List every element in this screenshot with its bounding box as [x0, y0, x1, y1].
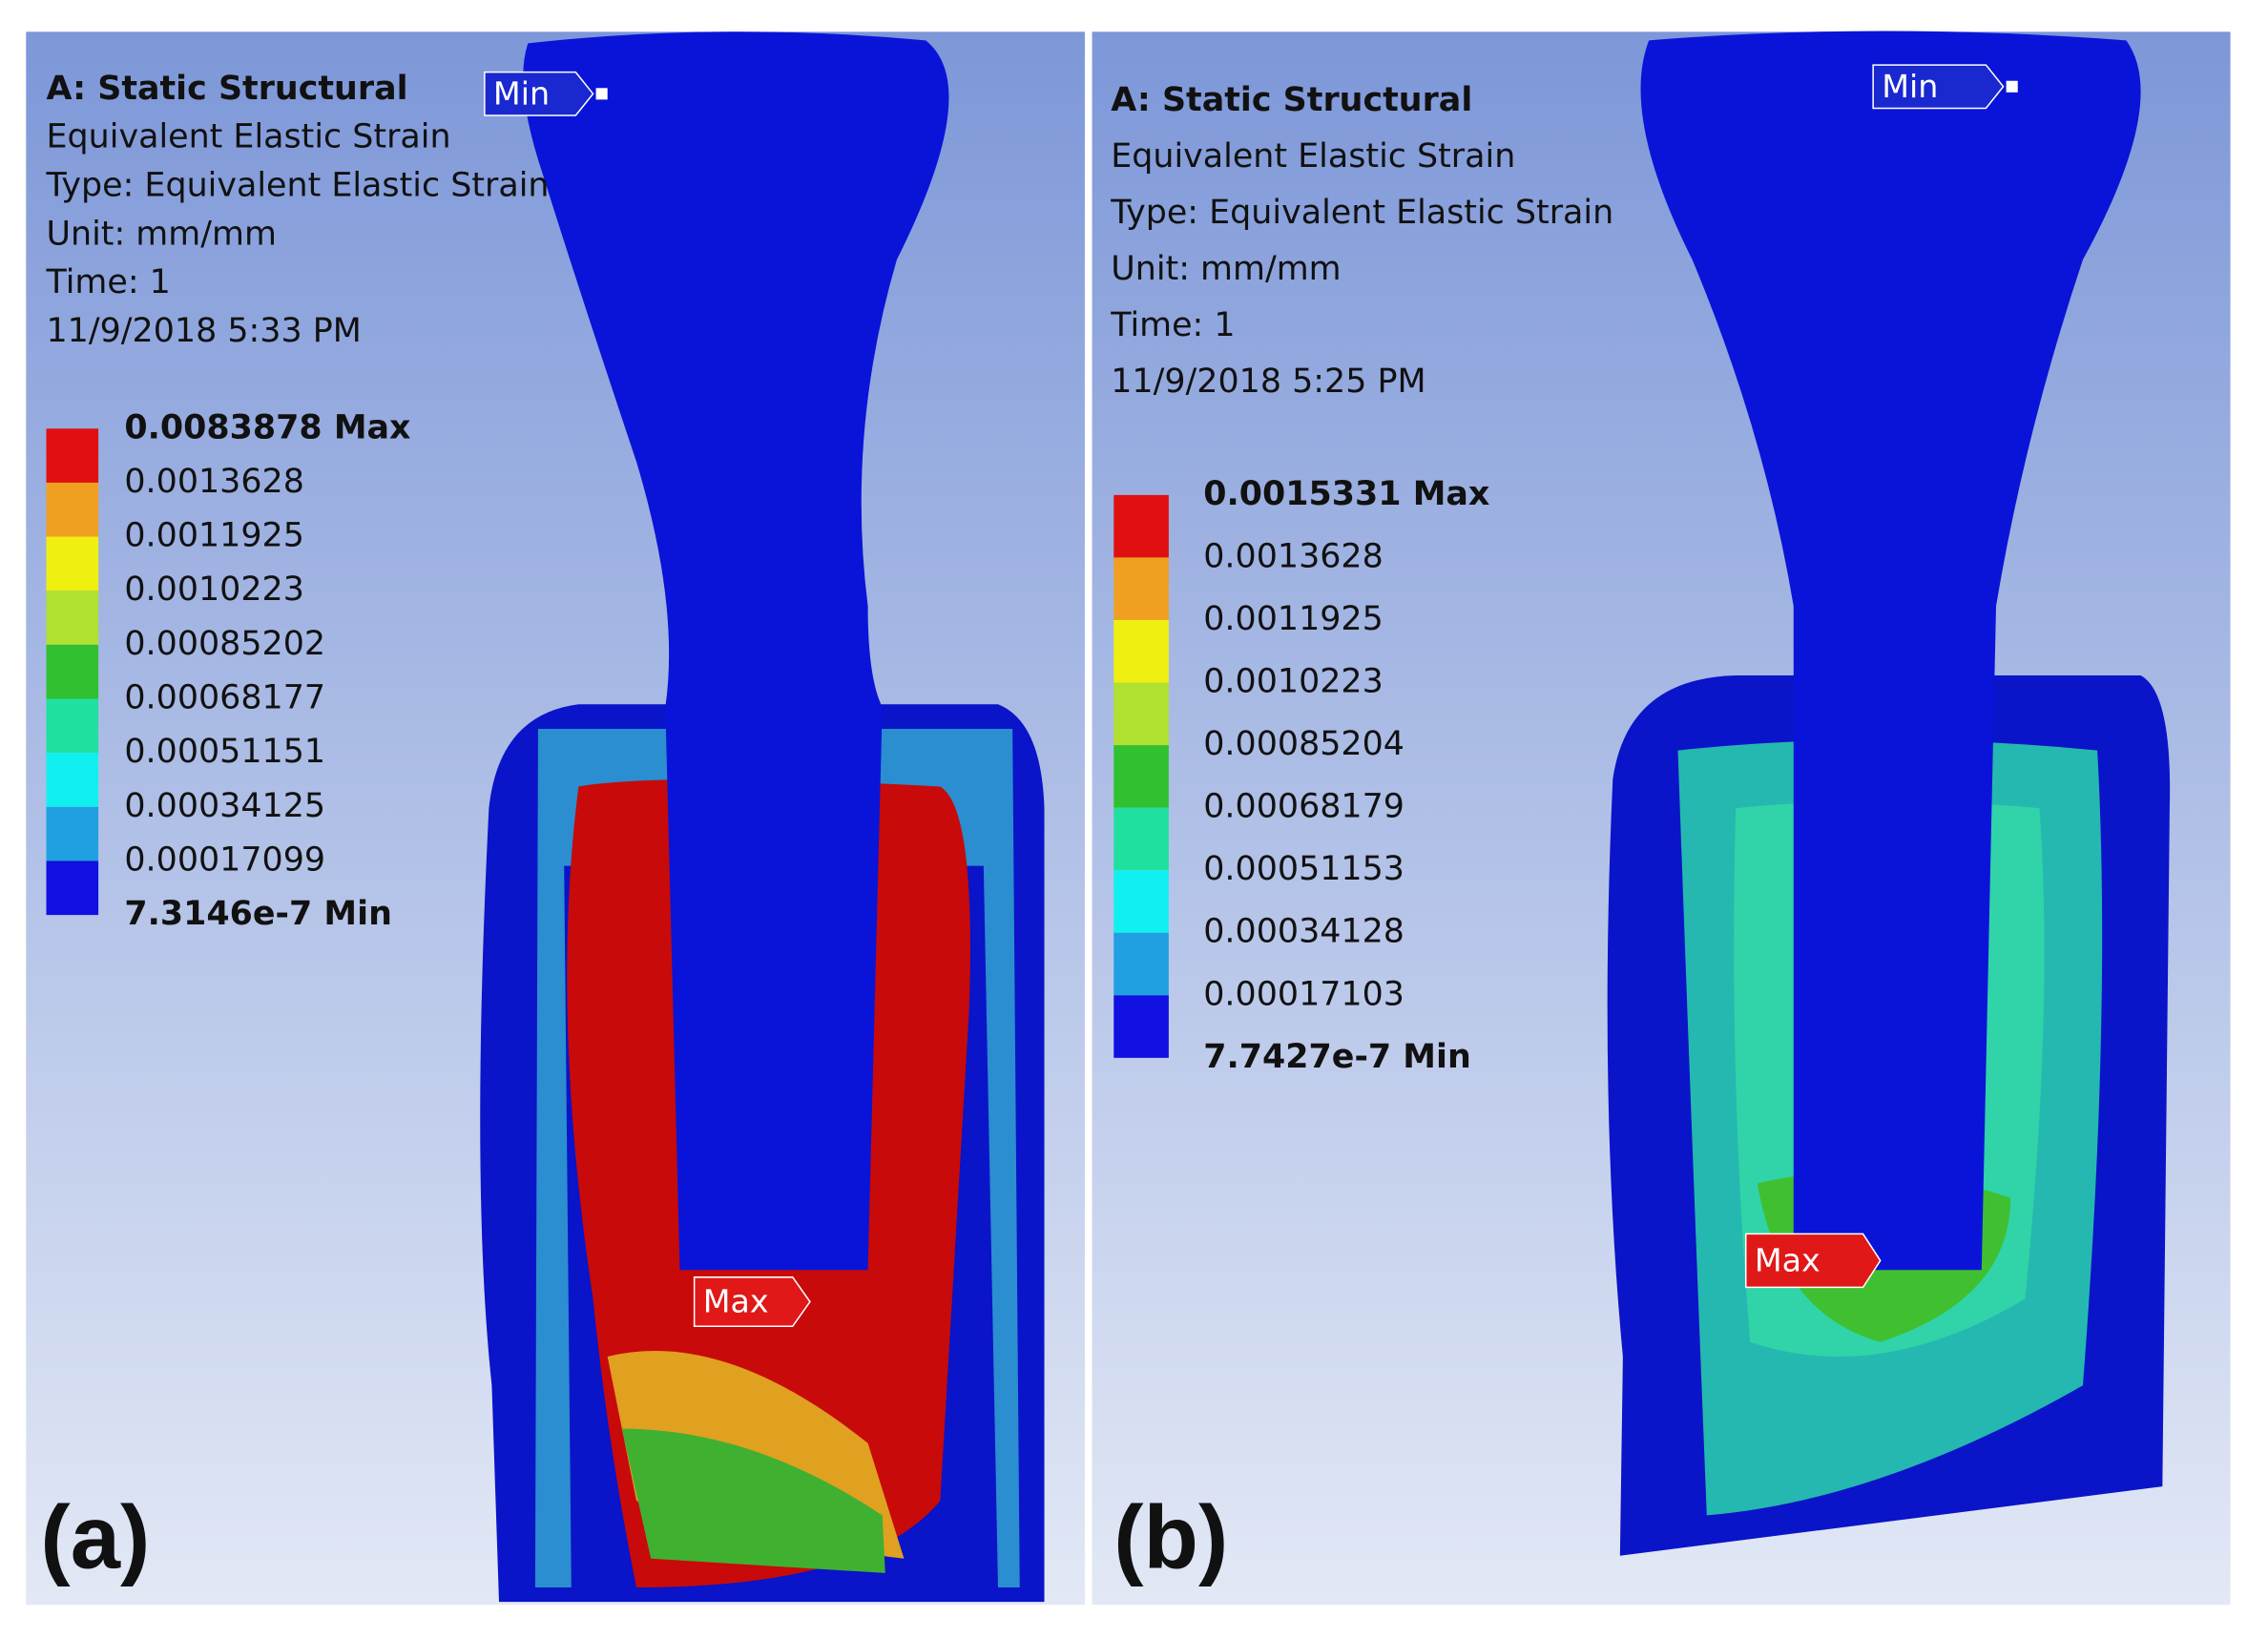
strain-zone: [621, 1428, 885, 1573]
legend-label: 0.00034125: [124, 787, 325, 825]
legend-swatch: [1113, 932, 1169, 996]
implant: [523, 31, 949, 1271]
legend-swatch: [46, 591, 99, 645]
header-line: Type: Equivalent Elastic Strain: [46, 166, 550, 204]
header-line: Time: 1: [46, 263, 171, 301]
legend-label: 7.7427e-7 Min: [1203, 1038, 1471, 1076]
min-tag: Min: [1882, 68, 1938, 105]
legend-label: 0.0010223: [124, 570, 304, 609]
legend-label: 0.0011925: [124, 517, 304, 555]
legend-swatch: [1113, 494, 1169, 558]
legend-label: 0.00051153: [1203, 850, 1404, 888]
header-line: Unit: mm/mm: [1111, 250, 1341, 288]
legend-label: 0.00068179: [1203, 788, 1404, 826]
min-tag-box: [1872, 64, 2005, 110]
min-tag: Min: [493, 74, 550, 112]
panel-a: [26, 31, 1085, 1606]
legend-label: 0.0013628: [1203, 537, 1384, 575]
implant: [1640, 31, 2141, 1271]
min-tag-box: [484, 71, 594, 116]
header-line: Equivalent Elastic Strain: [47, 118, 451, 156]
header-line: Type: Equivalent Elastic Strain: [1110, 194, 1613, 232]
legend-label: 0.0010223: [1203, 663, 1384, 701]
legend-label: 0.00034128: [1203, 913, 1404, 951]
max-tag: Max: [703, 1283, 769, 1320]
legend-swatch: [1113, 870, 1169, 933]
legend-label: 0.00085202: [124, 625, 325, 663]
panel-label: (b): [1113, 1487, 1228, 1587]
legend-label: 7.3146e-7 Min: [124, 895, 392, 933]
legend-label: 0.00017099: [124, 840, 325, 879]
header-line: Time: 1: [1110, 306, 1235, 344]
legend-swatch: [46, 698, 99, 754]
panel-label: (a): [40, 1487, 150, 1587]
min-marker: [2006, 80, 2018, 93]
legend-swatch: [46, 428, 99, 483]
legend-label: 0.0015331 Max: [1203, 475, 1489, 513]
min-marker: [595, 88, 608, 100]
max-tag: Max: [1755, 1241, 1821, 1278]
header-line: 11/9/2018 5:25 PM: [1111, 363, 1425, 401]
panel-b: [1092, 31, 2231, 1606]
header-line: Unit: mm/mm: [47, 215, 277, 253]
legend-label: 0.0083878 Max: [124, 408, 410, 446]
legend-label: 0.0013628: [124, 463, 304, 501]
legend-swatch: [1113, 995, 1169, 1058]
max-tag-box: [1744, 1233, 1882, 1289]
legend-label: 0.00068177: [124, 679, 325, 717]
header-line: Equivalent Elastic Strain: [1111, 137, 1515, 176]
legend-swatch: [46, 806, 99, 861]
legend-swatch: [1113, 745, 1169, 808]
legend-swatch: [46, 644, 99, 699]
legend-swatch: [46, 482, 99, 537]
legend-label: 0.00051151: [124, 733, 325, 771]
legend-swatch: [46, 536, 99, 591]
legend-swatch: [46, 860, 99, 916]
max-tag-box: [693, 1276, 811, 1327]
legend-swatch: [1113, 557, 1169, 620]
legend-swatch: [1113, 619, 1169, 683]
header-line: 11/9/2018 5:33 PM: [47, 312, 362, 350]
legend-label: 0.00085204: [1203, 725, 1404, 763]
header-title: A: Static Structural: [47, 70, 408, 108]
legend-label: 0.0011925: [1203, 600, 1384, 638]
legend-swatch: [1113, 682, 1169, 746]
legend-label: 0.00017103: [1203, 975, 1404, 1013]
header-title: A: Static Structural: [1111, 81, 1472, 119]
legend-swatch: [1113, 807, 1169, 871]
legend-swatch: [46, 753, 99, 807]
